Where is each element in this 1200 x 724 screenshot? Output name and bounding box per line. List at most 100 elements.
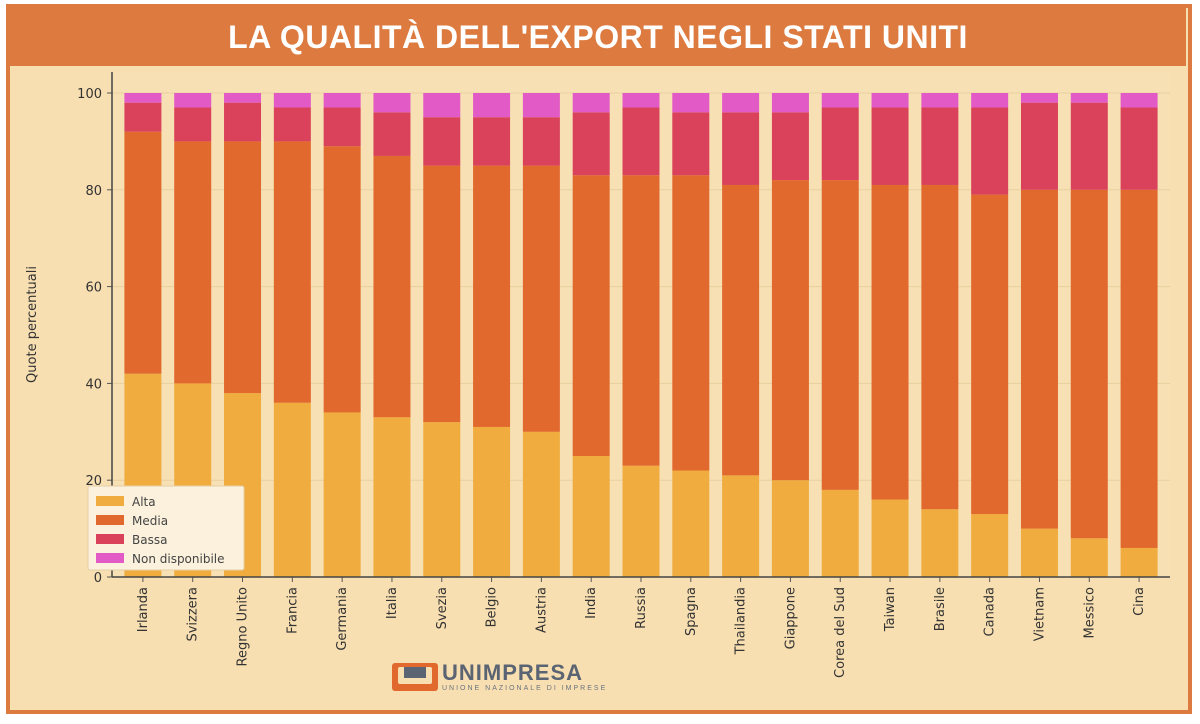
y-axis-label: Quote percentuali xyxy=(25,266,40,383)
bar-segment xyxy=(722,475,760,577)
x-tick-label: Regno Unito xyxy=(236,587,251,666)
bar-segment xyxy=(971,107,1009,195)
bar-segment xyxy=(672,112,710,176)
unimpresa-logo-mark-icon xyxy=(392,663,438,691)
x-tick-label: Svizzera xyxy=(186,587,201,642)
bar-segment xyxy=(473,93,511,118)
bar-segment xyxy=(971,93,1009,108)
bar-segment xyxy=(522,165,560,432)
y-tick-label: 0 xyxy=(94,571,102,586)
bar-segment xyxy=(423,93,461,118)
bar-segment xyxy=(124,102,162,132)
bar-segment xyxy=(423,165,461,423)
bar-segment xyxy=(1120,189,1158,548)
x-tick-label: Messico xyxy=(1082,587,1097,639)
x-tick-label: Brasile xyxy=(933,587,948,631)
x-tick-label: Belgio xyxy=(485,587,500,627)
x-tick-label: India xyxy=(584,587,599,619)
bar-segment xyxy=(871,107,909,185)
bar-segment xyxy=(124,131,162,374)
bar-segment xyxy=(722,93,760,113)
bar-segment xyxy=(622,93,660,108)
bar-segment xyxy=(622,107,660,176)
bar-segment xyxy=(871,184,909,500)
x-tick-label: Svezia xyxy=(435,587,450,629)
unimpresa-logo: UNIMPRESA UNIONE NAZIONALE DI IMPRESE xyxy=(392,660,607,694)
y-tick-label: 100 xyxy=(77,87,102,102)
y-tick-label: 20 xyxy=(85,474,102,489)
bar-segment xyxy=(373,112,411,156)
legend-swatch xyxy=(96,553,124,563)
bar-segment xyxy=(273,93,311,108)
bar-segment xyxy=(273,402,311,577)
logo-subtitle: UNIONE NAZIONALE DI IMPRESE xyxy=(442,684,608,692)
x-tick-label: Russia xyxy=(634,587,649,629)
bar-segment xyxy=(821,93,859,108)
bar-segment xyxy=(224,102,262,142)
bar-segment xyxy=(771,93,809,113)
bar-segment xyxy=(622,175,660,466)
bar-segment xyxy=(1070,189,1108,539)
bar-segment xyxy=(821,107,859,181)
legend: Alta Media Bassa Non disponibile xyxy=(87,485,245,571)
bar-segment xyxy=(473,426,511,577)
legend-swatch xyxy=(96,534,124,544)
bar-segment xyxy=(373,155,411,418)
y-tick-label: 40 xyxy=(85,377,102,392)
bar-segment xyxy=(174,141,212,384)
x-tick-label: Germania xyxy=(335,587,350,651)
bar-segment xyxy=(921,107,959,185)
legend-box xyxy=(87,485,245,571)
bar-segment xyxy=(323,146,361,413)
bar-segment xyxy=(572,175,610,456)
x-tick-label: Vietnam xyxy=(1032,587,1047,641)
bar-segment xyxy=(522,93,560,118)
bar-segment xyxy=(572,456,610,577)
bar-segment xyxy=(572,93,610,113)
bar-segment xyxy=(871,93,909,108)
x-tick-label: Taiwan xyxy=(883,587,898,632)
bar-segment xyxy=(1020,102,1058,190)
bar-segment xyxy=(273,141,311,403)
bar-segment xyxy=(622,465,660,577)
legend-swatch xyxy=(96,496,124,506)
bar-segment xyxy=(921,93,959,108)
bar-segment xyxy=(1020,528,1058,577)
bar-segment xyxy=(1020,93,1058,103)
title-banner: LA QUALITÀ DELL'EXPORT NEGLI STATI UNITI xyxy=(10,8,1186,66)
bar-segment xyxy=(522,431,560,577)
bar-segment xyxy=(921,509,959,577)
bar-segment xyxy=(921,184,959,510)
bar-segment xyxy=(771,180,809,481)
x-tick-label: Irlanda xyxy=(136,587,151,632)
bar-segment xyxy=(423,422,461,577)
bar-segment xyxy=(971,194,1009,515)
bar-segment xyxy=(1070,102,1108,190)
bar-segment xyxy=(224,93,262,103)
bar-segment xyxy=(323,93,361,108)
x-tick-label: Giappone xyxy=(783,587,798,649)
bar-segment xyxy=(273,107,311,142)
bar-segment xyxy=(174,93,212,108)
bar-segment xyxy=(722,112,760,185)
chart-title: LA QUALITÀ DELL'EXPORT NEGLI STATI UNITI xyxy=(228,18,968,55)
legend-label: Non disponibile xyxy=(132,552,225,566)
x-tick-label: Francia xyxy=(285,587,300,634)
x-tick-label: Spagna xyxy=(684,587,699,636)
bar-segment xyxy=(473,117,511,166)
bar-segment xyxy=(522,117,560,166)
bar-segment xyxy=(672,175,710,471)
bar-segment xyxy=(1020,189,1058,529)
x-tick-label: Thailandia xyxy=(734,587,749,655)
bar-segment xyxy=(821,489,859,577)
x-tick-label: Cina xyxy=(1132,587,1147,616)
x-tick-label: Canada xyxy=(983,587,998,636)
logo-name: UNIMPRESA xyxy=(442,659,584,685)
bar-segment xyxy=(572,112,610,176)
x-tick-label: Austria xyxy=(534,587,549,633)
bar-segment xyxy=(323,412,361,577)
y-tick-label: 80 xyxy=(85,184,102,199)
bar-segment xyxy=(124,93,162,103)
legend-label: Bassa xyxy=(132,533,167,547)
